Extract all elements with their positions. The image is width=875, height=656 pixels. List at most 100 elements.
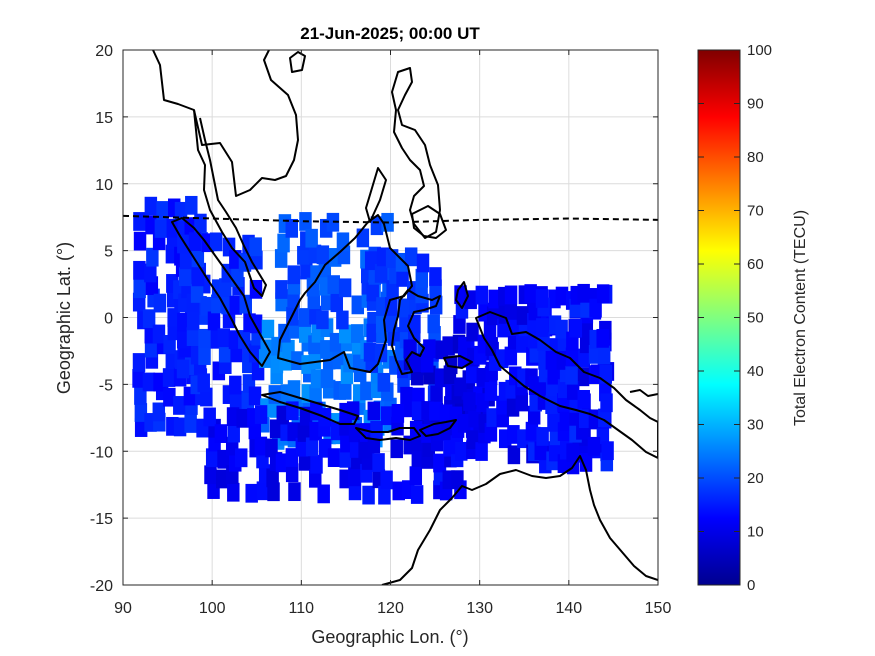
tec-cell [451, 470, 464, 490]
tec-cell [167, 308, 180, 327]
tec-cell [366, 323, 379, 343]
tec-cell [320, 340, 333, 359]
tec-cell [488, 289, 501, 309]
tec-cell [248, 386, 262, 406]
coastline-sulawesi [391, 289, 441, 375]
tec-cell [465, 364, 479, 384]
tec-cell [207, 311, 221, 331]
tec-cell [442, 336, 455, 356]
colorbar-tick-label: 100 [747, 42, 772, 59]
tec-cell [152, 324, 166, 344]
tec-cell [566, 381, 580, 400]
tec-cell [146, 247, 159, 267]
tec-cell [391, 404, 405, 423]
colorbar-tick-label: 30 [747, 417, 764, 434]
tec-cell [378, 485, 391, 505]
tec-cell [486, 408, 499, 427]
tec-cell [374, 263, 388, 283]
tec-cell [134, 418, 148, 437]
tec-cell [288, 482, 301, 502]
tec-cell [204, 465, 217, 485]
tec-cell [249, 237, 262, 257]
tec-cell [577, 283, 590, 303]
tec-cell [275, 280, 288, 299]
tec-cell [276, 405, 289, 425]
tec-cell [599, 364, 612, 384]
x-tick-label: 90 [114, 600, 132, 617]
coastline-indochina [152, 50, 299, 197]
tec-cell [305, 437, 319, 457]
tec-cell [316, 245, 330, 265]
tec-cell [468, 408, 481, 428]
tec-cell [534, 441, 548, 461]
tec-cell [177, 234, 190, 254]
tec-cell [457, 414, 471, 433]
x-tick-label: 110 [289, 600, 315, 617]
y-tick-label: 10 [95, 177, 113, 194]
tec-cell [200, 296, 213, 316]
tec-cell [370, 216, 384, 236]
x-tick-label: 130 [466, 600, 493, 617]
coastline-borneo [277, 214, 413, 373]
tec-cell [515, 392, 529, 412]
coastline-philippines [391, 67, 441, 239]
y-tick-label: -15 [90, 511, 113, 528]
tec-cell [254, 405, 268, 424]
tec-cell [601, 441, 614, 461]
y-tick-label: 5 [104, 244, 113, 261]
tec-cell [596, 328, 609, 348]
colorbar-tick-label: 80 [747, 149, 764, 166]
coastline-hainan [289, 51, 306, 73]
tec-cell [416, 253, 430, 273]
tec-cell [338, 278, 352, 298]
tec-cell [132, 353, 146, 372]
colorbar-tick-label: 10 [747, 524, 764, 541]
chart-title: 21-Jun-2025; 00:00 UT [300, 24, 480, 43]
x-tick-label: 150 [645, 600, 672, 617]
tec-cell [597, 345, 611, 365]
tec-cell [229, 391, 243, 410]
tec-cell [565, 365, 578, 385]
tec-cell [566, 443, 579, 463]
colorbar-tick-label: 50 [747, 310, 764, 327]
tec-cell [440, 421, 454, 441]
tec-cell [153, 293, 167, 313]
tec-cell [226, 407, 240, 426]
tec-cell [429, 401, 442, 421]
tec-cell [249, 314, 263, 334]
coastline-australia [381, 455, 658, 585]
tec-cell [507, 445, 521, 465]
tec-cell [363, 342, 377, 362]
tec-cell [156, 201, 169, 220]
tec-cell [173, 396, 186, 415]
tec-cell [348, 467, 361, 487]
coastline-halmahera [455, 281, 469, 309]
tec-cell [577, 389, 590, 409]
coastline-java [261, 391, 359, 425]
tec-cell [409, 466, 423, 486]
colorbar-tick-label: 60 [747, 256, 764, 273]
colorbar-tick-label: 90 [747, 96, 764, 113]
tec-cell [200, 387, 213, 407]
tec-cell [411, 401, 425, 421]
tec-cell [555, 286, 569, 306]
tec-cell [475, 285, 489, 305]
tec-cell [439, 404, 453, 424]
tec-cell [332, 350, 346, 370]
tec-cell [364, 251, 378, 271]
x-axis-label: Geographic Lon. (°) [311, 627, 468, 647]
tec-cell [214, 424, 228, 443]
tec-cell [392, 481, 405, 501]
tec-cell [524, 284, 537, 303]
tec-cell [339, 448, 352, 468]
tec-cell [285, 448, 299, 467]
tec-cell [380, 406, 394, 426]
tec-cell [265, 438, 278, 458]
tec-cell [516, 306, 530, 325]
tec-cell [475, 442, 488, 461]
tec-cell [535, 289, 549, 308]
tec-cell [384, 297, 398, 316]
tec-cell [362, 485, 375, 505]
tec-cell [309, 385, 322, 404]
